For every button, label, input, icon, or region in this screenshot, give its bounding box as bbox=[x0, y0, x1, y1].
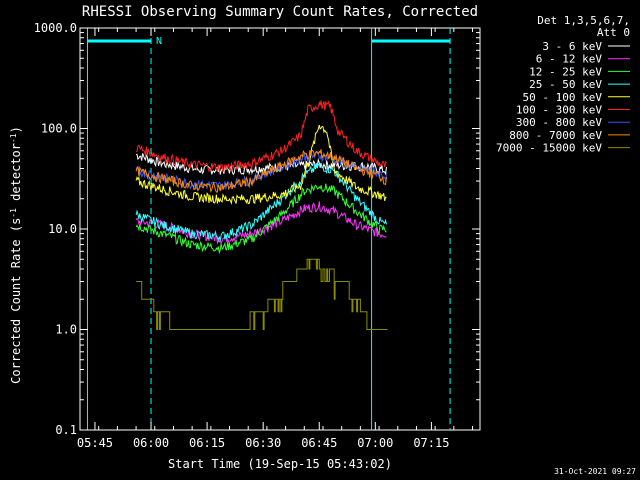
x-axis-ticks: 05:45 06:00 06:15 06:30 06:45 07:00 07:15 bbox=[77, 28, 474, 450]
legend-entry-label: 12 - 25 keV bbox=[529, 65, 602, 78]
legend-header-line: Det 1,3,5,6,7, bbox=[537, 14, 630, 27]
series-line-4 bbox=[135, 124, 387, 206]
x-tick-label: 05:45 bbox=[77, 436, 113, 450]
attenuator-marker-label: N bbox=[156, 36, 162, 47]
series-line-6 bbox=[135, 151, 387, 191]
x-tick-label: 06:45 bbox=[301, 436, 337, 450]
legend-entry-label: 6 - 12 keV bbox=[536, 53, 603, 66]
y-axis-ticks: 0.1 1.0 10.0 100.0 1000.0 bbox=[34, 21, 480, 437]
x-tick-label: 06:30 bbox=[245, 436, 281, 450]
legend-entry-label: 800 - 7000 keV bbox=[509, 129, 602, 142]
legend-entry-label: 100 - 300 keV bbox=[516, 104, 602, 117]
y-tick-label: 100.0 bbox=[41, 122, 77, 136]
chart-title: RHESSI Observing Summary Count Rates, Co… bbox=[82, 4, 478, 20]
plot-axes bbox=[79, 27, 481, 431]
y-tick-label: 1000.0 bbox=[34, 21, 77, 35]
legend-entry-label: 300 - 800 keV bbox=[516, 116, 602, 129]
legend-entry-label: 3 - 6 keV bbox=[542, 40, 602, 53]
x-tick-label: 06:15 bbox=[189, 436, 225, 450]
series-line-7 bbox=[135, 149, 387, 193]
plot-frame bbox=[79, 27, 481, 431]
x-tick-label: 07:15 bbox=[413, 436, 449, 450]
series-line-8 bbox=[136, 258, 388, 330]
y-tick-label: 1.0 bbox=[55, 323, 77, 337]
series-layer bbox=[135, 100, 388, 330]
timestamp-label: 31-Oct-2021 09:27 bbox=[554, 467, 636, 476]
series-line-5 bbox=[136, 100, 387, 173]
series-line-0 bbox=[135, 153, 387, 176]
x-tick-label: 07:00 bbox=[357, 436, 393, 450]
y-tick-label: 0.1 bbox=[55, 423, 77, 437]
legend-header-line: Att 0 bbox=[597, 26, 630, 39]
legend-entry-label: 7000 - 15000 keV bbox=[496, 142, 602, 155]
legend-entry-label: 50 - 100 keV bbox=[523, 91, 603, 104]
y-tick-label: 10.0 bbox=[48, 222, 77, 236]
series-line-2 bbox=[135, 183, 387, 255]
x-axis-label: Start Time (19-Sep-15 05:43:02) bbox=[168, 457, 392, 471]
x-tick-label: 06:00 bbox=[133, 436, 169, 450]
y-axis-label: Corrected Count Rate (s-1 detector-1) bbox=[9, 126, 24, 384]
legend-entry-label: 25 - 50 keV bbox=[529, 78, 602, 91]
